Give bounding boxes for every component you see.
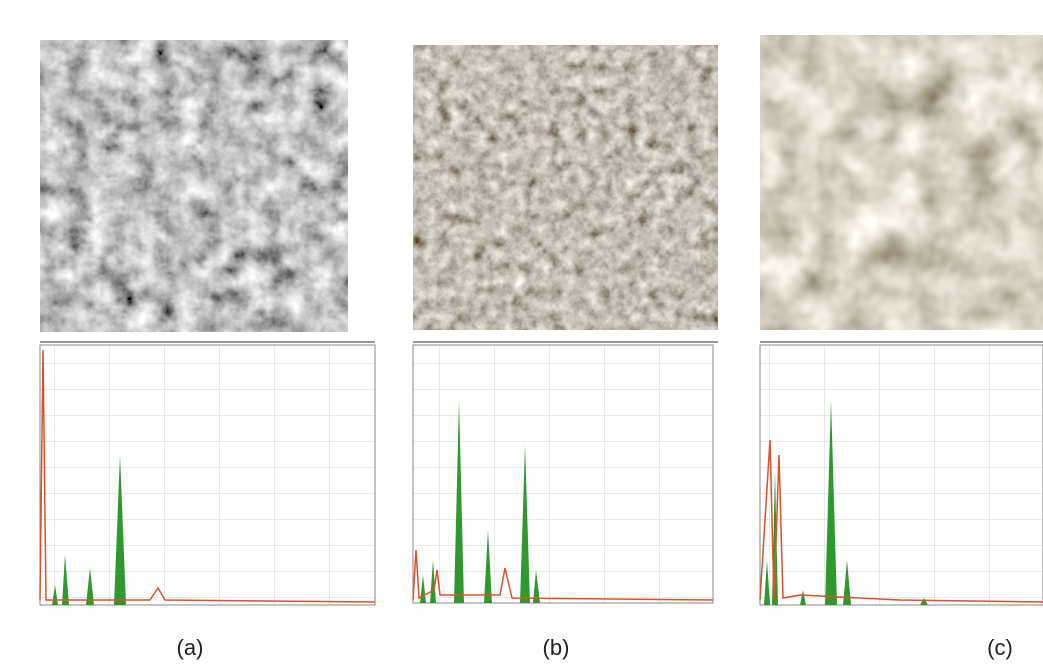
sem-image [40,40,348,332]
panel-label: (c) [987,635,1013,660]
spectrum-line [412,549,714,601]
spectrum [759,341,1043,606]
spectrum-line [759,439,1043,603]
peak [413,400,713,603]
spectrum [412,341,718,604]
peak [760,400,1043,605]
spectrum [39,341,376,606]
spectrum-line [39,349,376,603]
peak [40,455,375,605]
panel-label: (a) [177,635,204,660]
panel-label: (b) [543,635,570,660]
sem-image [760,35,1043,330]
sem-image [413,45,718,330]
